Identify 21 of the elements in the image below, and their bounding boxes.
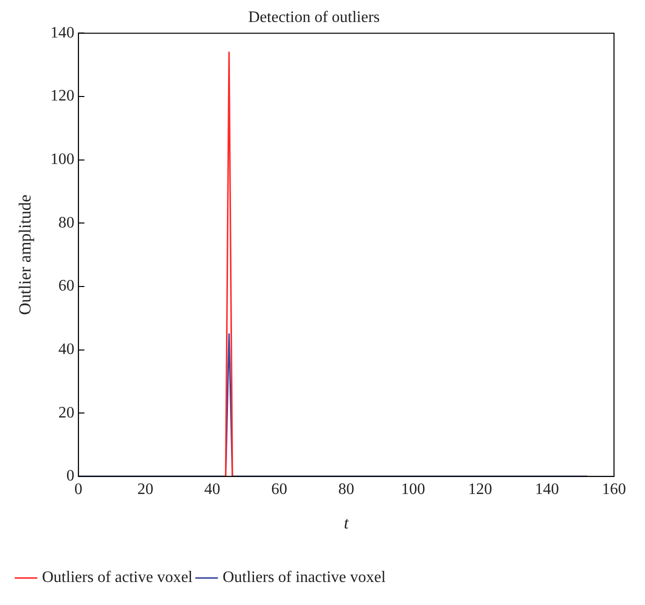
x-tick-label: 120	[468, 481, 492, 498]
y-tick-label: 140	[50, 24, 74, 42]
x-tick-label: 140	[535, 481, 560, 498]
y-tick-label: 0	[66, 468, 74, 485]
x-tick-label: 40	[204, 481, 220, 498]
legend-label: Outliers of active voxel	[42, 569, 194, 586]
x-tick-label: 100	[401, 481, 426, 498]
x-axis-title: t	[344, 513, 350, 532]
y-axis-title: Outlier amplitude	[16, 194, 35, 315]
x-tick-label: 60	[271, 481, 288, 498]
x-tick-label: 80	[338, 481, 354, 498]
chart-title: Detection of outliers	[248, 8, 380, 26]
x-tick-label: 160	[602, 481, 626, 498]
x-tick-label: 20	[137, 481, 154, 498]
legend-label: Outliers of inactive voxel	[222, 569, 386, 586]
y-tick-label: 120	[50, 88, 74, 105]
y-tick-label: 40	[58, 340, 74, 358]
y-tick-label: 100	[50, 151, 74, 168]
y-tick-label: 20	[58, 404, 74, 422]
y-tick-label: 60	[58, 278, 74, 295]
y-tick-label: 80	[58, 214, 74, 232]
